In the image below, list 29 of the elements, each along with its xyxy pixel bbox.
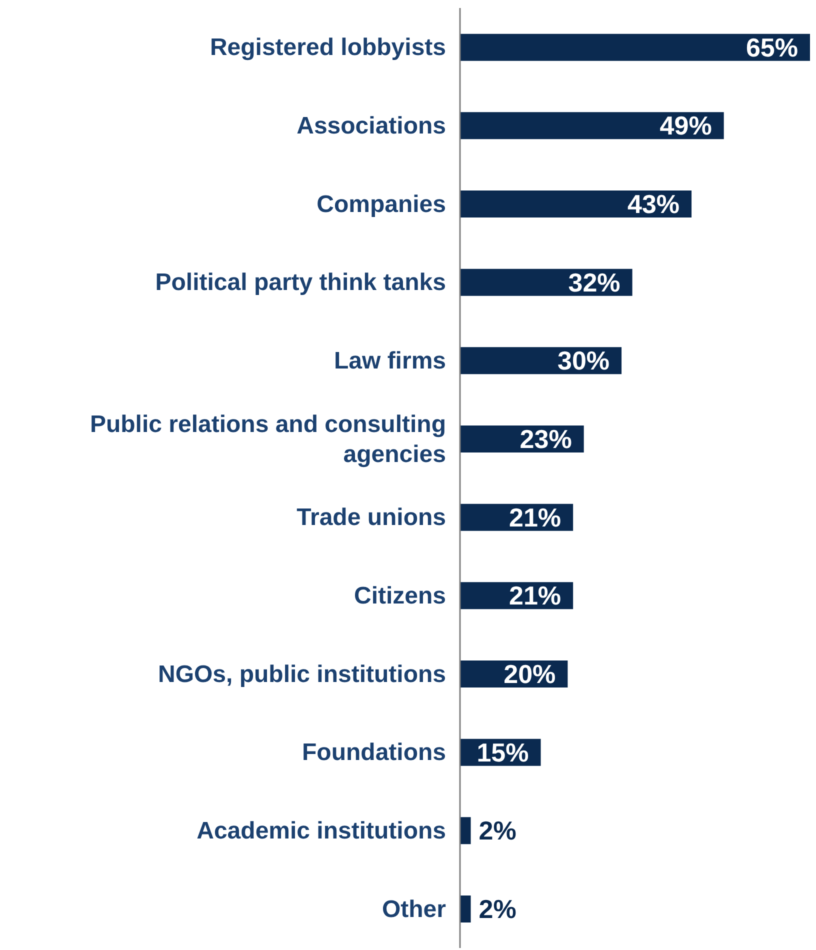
y-tick-label: Associations — [296, 112, 446, 139]
data-label: 30% — [557, 346, 610, 376]
y-tick-label: Trade unions — [296, 504, 446, 531]
y-tick-label: Other — [382, 895, 446, 922]
data-label: 21% — [509, 580, 562, 611]
data-label: 65% — [746, 32, 798, 62]
bar — [460, 112, 724, 140]
y-tick-label: Foundations — [302, 738, 446, 766]
y-tick-label: Political party think tanks — [155, 268, 446, 296]
y-tick-label: Registered lobbyists — [210, 34, 446, 61]
data-label: 2% — [478, 816, 516, 846]
y-tick-label: NGOs, public institutions — [158, 660, 446, 688]
bar — [460, 34, 810, 61]
y-tick-label: Academic institutions — [196, 817, 446, 844]
bar — [460, 190, 692, 218]
data-label: 23% — [520, 424, 572, 454]
y-tick-label: Public relations and consulting agencies — [90, 410, 446, 468]
data-label: 15% — [476, 737, 529, 768]
y-tick-label: Companies — [316, 190, 446, 218]
data-label: 49% — [660, 110, 712, 141]
data-label: 21% — [509, 502, 562, 532]
data-label: 2% — [478, 894, 516, 924]
data-label: 32% — [568, 267, 620, 298]
data-label: 20% — [504, 659, 556, 690]
data-label: 43% — [627, 189, 680, 220]
y-tick-label: Citizens — [354, 582, 446, 609]
bar — [460, 817, 471, 844]
bar — [460, 896, 471, 923]
y-tick-label: Law firms — [334, 347, 446, 374]
